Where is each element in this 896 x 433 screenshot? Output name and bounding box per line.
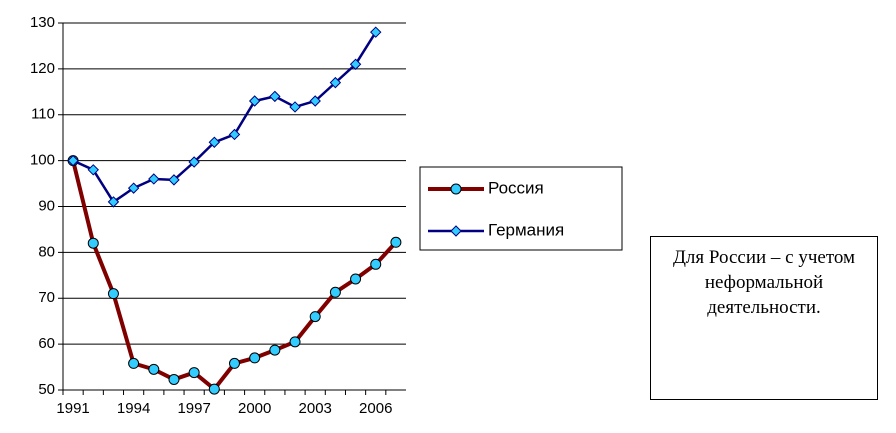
marker bbox=[128, 357, 140, 369]
marker bbox=[107, 196, 120, 208]
legend-box bbox=[419, 166, 623, 251]
marker bbox=[329, 286, 341, 298]
legend-label: Россия bbox=[488, 178, 544, 197]
marker bbox=[148, 363, 160, 375]
marker bbox=[249, 352, 261, 364]
marker bbox=[370, 258, 382, 270]
marker bbox=[127, 182, 140, 194]
marker bbox=[87, 237, 99, 249]
series-line bbox=[71, 160, 398, 392]
marker bbox=[289, 336, 301, 348]
annotation: Для России – с учетом неформальной деяте… bbox=[650, 236, 878, 400]
marker bbox=[390, 236, 402, 248]
y-tick-label: 70 bbox=[38, 289, 55, 306]
y-tick-label: 80 bbox=[38, 243, 55, 260]
marker bbox=[228, 128, 241, 141]
legend-label: Германия bbox=[488, 220, 564, 239]
marker bbox=[309, 95, 321, 107]
marker bbox=[188, 156, 200, 168]
marker bbox=[148, 173, 160, 185]
x-tick-label: 2003 bbox=[299, 400, 332, 417]
marker bbox=[309, 311, 321, 323]
x-tick-label: 1994 bbox=[117, 400, 150, 417]
marker bbox=[87, 164, 99, 176]
y-tick-label: 90 bbox=[38, 197, 55, 214]
marker bbox=[168, 174, 180, 186]
x-tick-label: 2006 bbox=[359, 400, 392, 417]
marker bbox=[188, 367, 200, 379]
x-tick-label: 2000 bbox=[238, 400, 271, 417]
marker bbox=[349, 58, 362, 70]
x-tick-label: 1997 bbox=[177, 400, 210, 417]
y-tick-label: 110 bbox=[31, 106, 55, 123]
legend-marker bbox=[450, 225, 462, 237]
marker bbox=[370, 26, 382, 38]
marker bbox=[208, 136, 221, 148]
y-tick-label: 50 bbox=[38, 381, 55, 398]
marker bbox=[269, 90, 281, 103]
series-line bbox=[72, 31, 377, 204]
marker bbox=[168, 373, 180, 385]
y-tick-label: 60 bbox=[38, 335, 55, 352]
y-tick-label: 100 bbox=[30, 152, 55, 169]
marker bbox=[248, 95, 261, 107]
marker bbox=[208, 383, 220, 395]
marker bbox=[289, 101, 301, 113]
marker bbox=[269, 344, 281, 356]
legend-marker bbox=[450, 183, 462, 195]
y-tick-label: 130 bbox=[30, 14, 55, 31]
y-tick-label: 120 bbox=[30, 60, 55, 77]
marker bbox=[67, 154, 79, 167]
marker bbox=[107, 288, 119, 300]
x-tick-label: 1991 bbox=[56, 400, 89, 417]
marker bbox=[350, 273, 362, 285]
marker bbox=[329, 76, 342, 89]
marker bbox=[229, 357, 240, 369]
